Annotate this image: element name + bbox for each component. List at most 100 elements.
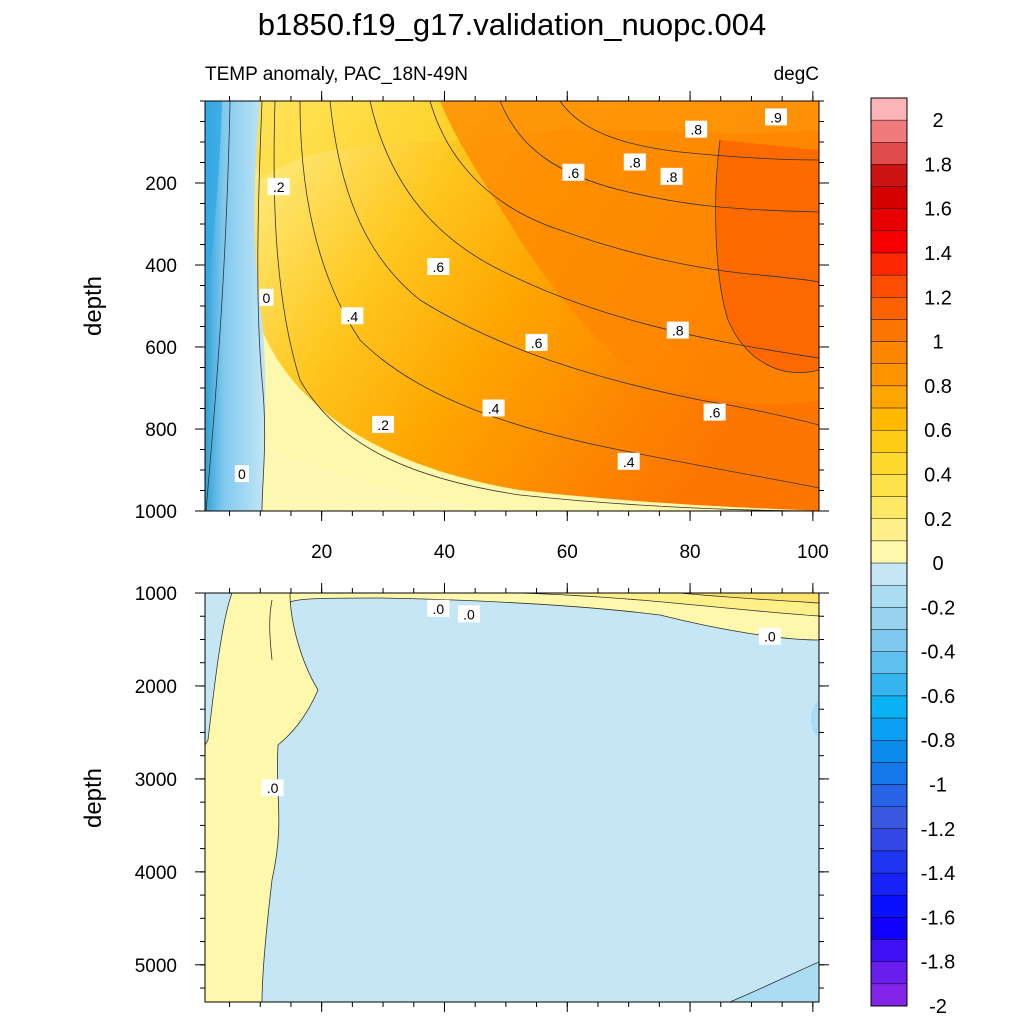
contour-label-text: .6 bbox=[531, 335, 543, 351]
colorbar-bin bbox=[870, 119, 908, 143]
contour-label-text: .6 bbox=[432, 259, 444, 275]
lower-right-patch bbox=[810, 700, 819, 738]
contour-label-box bbox=[660, 167, 683, 185]
colorbar-bin bbox=[870, 695, 908, 719]
upper-cold-wedge bbox=[205, 101, 266, 511]
colorbar-bin bbox=[870, 983, 908, 1007]
contour-label-box bbox=[234, 465, 249, 483]
colorbar-label: -0.4 bbox=[921, 642, 955, 664]
colorbar-bin bbox=[870, 895, 908, 918]
colorbar-label: 0.6 bbox=[924, 420, 952, 442]
contour-label-box bbox=[427, 258, 450, 276]
x-tick-label: 60 bbox=[557, 542, 578, 563]
colorbar-bin bbox=[870, 740, 908, 763]
contour-label-box bbox=[267, 178, 290, 196]
contour-label-text: .4 bbox=[347, 308, 359, 324]
colorbar-bin bbox=[870, 673, 908, 697]
upper-left-subtitle: TEMP anomaly, PAC_18N-49N bbox=[205, 64, 468, 85]
upper-cold-core bbox=[205, 101, 222, 310]
colorbar-label: 1.8 bbox=[924, 154, 952, 176]
contour-label-text: .8 bbox=[666, 169, 678, 185]
colorbar-bin bbox=[870, 252, 908, 276]
contour-label: .2 bbox=[267, 178, 290, 196]
x-tick-label: 40 bbox=[434, 542, 455, 563]
upper-right-subtitle: degC bbox=[774, 64, 819, 85]
contour-label: .0 bbox=[427, 599, 450, 617]
contour-label-box bbox=[703, 403, 726, 421]
colorbar-label: -1.8 bbox=[921, 952, 955, 974]
lower-contour-labels: .0 .0 .0 .0 bbox=[261, 599, 781, 797]
contour-label-text: .4 bbox=[488, 401, 500, 417]
colorbar-label: -1.6 bbox=[921, 907, 955, 929]
colorbar-label: -1.2 bbox=[921, 819, 955, 841]
contour-label-text: .0 bbox=[267, 780, 279, 796]
contour-label-box bbox=[427, 599, 450, 617]
contour-label-text: 0 bbox=[238, 466, 246, 482]
colorbar-bin bbox=[870, 297, 908, 320]
colorbar-bin bbox=[870, 164, 908, 187]
colorbar-label: 1 bbox=[932, 332, 943, 354]
y-tick-label: 4000 bbox=[135, 863, 177, 884]
colorbar-label: 1.6 bbox=[924, 199, 952, 221]
colorbar-bin bbox=[870, 540, 908, 564]
contour-label-text: 0 bbox=[263, 290, 271, 306]
x-tick-label: 20 bbox=[311, 542, 332, 563]
contour-label: .6 bbox=[562, 163, 585, 181]
contour-label-text: .0 bbox=[764, 629, 776, 645]
contour-label: .8 bbox=[623, 153, 646, 171]
upper-contour-labels: .2 0 0 .6 .4 .2 .6 .4 .4 .6 .8 .8 .8 .9 .8 .6 bbox=[234, 108, 788, 483]
contour-label: .6 bbox=[525, 333, 548, 351]
contour-label-box bbox=[562, 163, 585, 181]
colorbar-label: -0.2 bbox=[921, 597, 955, 619]
contour-label: .4 bbox=[482, 399, 505, 417]
upper-axes: 20 40 60 80 100 200 400 600 800 1000 bbox=[135, 91, 829, 563]
contour-label-box bbox=[259, 288, 274, 306]
contour-label-box bbox=[666, 321, 689, 339]
contour-label: .2 bbox=[372, 415, 395, 433]
colorbar-frame bbox=[870, 97, 908, 1007]
contour-label-text: .8 bbox=[690, 122, 702, 138]
contour-label: .0 bbox=[758, 627, 781, 645]
colorbar-bin bbox=[870, 186, 908, 209]
x-tick-label: 80 bbox=[679, 542, 700, 563]
figure-title: b1850.f19_g17.validation_nuopc.004 bbox=[258, 7, 767, 42]
lower-field bbox=[205, 593, 819, 1002]
x-tick-label: 100 bbox=[797, 542, 829, 563]
contour-label-text: .4 bbox=[623, 454, 635, 470]
contour-label: 0 bbox=[234, 465, 249, 483]
colorbar-bin bbox=[870, 961, 908, 985]
colorbar-label: 1.2 bbox=[924, 287, 952, 309]
colorbar-label: 1.4 bbox=[924, 243, 952, 265]
upper-deep-pale bbox=[262, 330, 819, 511]
contour-label-text: .6 bbox=[709, 405, 721, 421]
y-tick-label: 200 bbox=[145, 174, 177, 195]
contour-label-text: .8 bbox=[629, 155, 641, 171]
colorbar-label: -1 bbox=[929, 775, 947, 797]
colorbar-bin bbox=[870, 230, 908, 254]
upper-contours bbox=[205, 101, 819, 511]
colorbar-label: 0 bbox=[932, 553, 943, 575]
contour-label-box bbox=[372, 415, 395, 433]
contour-label-text: .0 bbox=[432, 601, 444, 617]
colorbar-bin bbox=[870, 585, 908, 608]
y-tick-label: 600 bbox=[145, 338, 177, 359]
contour-label-box bbox=[765, 108, 788, 126]
contour-label: .8 bbox=[660, 167, 683, 185]
contour-label-box bbox=[623, 153, 646, 171]
contour-label-box bbox=[617, 452, 640, 470]
colorbar-bin bbox=[870, 407, 908, 431]
y-tick-label: 1000 bbox=[135, 584, 177, 605]
colorbar-bin bbox=[870, 274, 908, 298]
y-tick-label: 1000 bbox=[135, 502, 177, 523]
y-tick-label: 800 bbox=[145, 420, 177, 441]
colorbar-bin bbox=[870, 607, 908, 630]
colorbar-bin bbox=[870, 784, 908, 807]
colorbar-bin bbox=[870, 518, 908, 542]
y-tick-label: 400 bbox=[145, 256, 177, 277]
contour-label-box bbox=[482, 399, 505, 417]
colorbar-bin bbox=[870, 806, 908, 830]
lower-panel: 1000 2000 3000 4000 5000 .0 .0 .0 .0 depth bbox=[80, 583, 829, 1012]
y-tick-label: 2000 bbox=[135, 677, 177, 698]
colorbar-bin bbox=[870, 341, 908, 364]
upper-deep-pale2 bbox=[262, 440, 520, 511]
